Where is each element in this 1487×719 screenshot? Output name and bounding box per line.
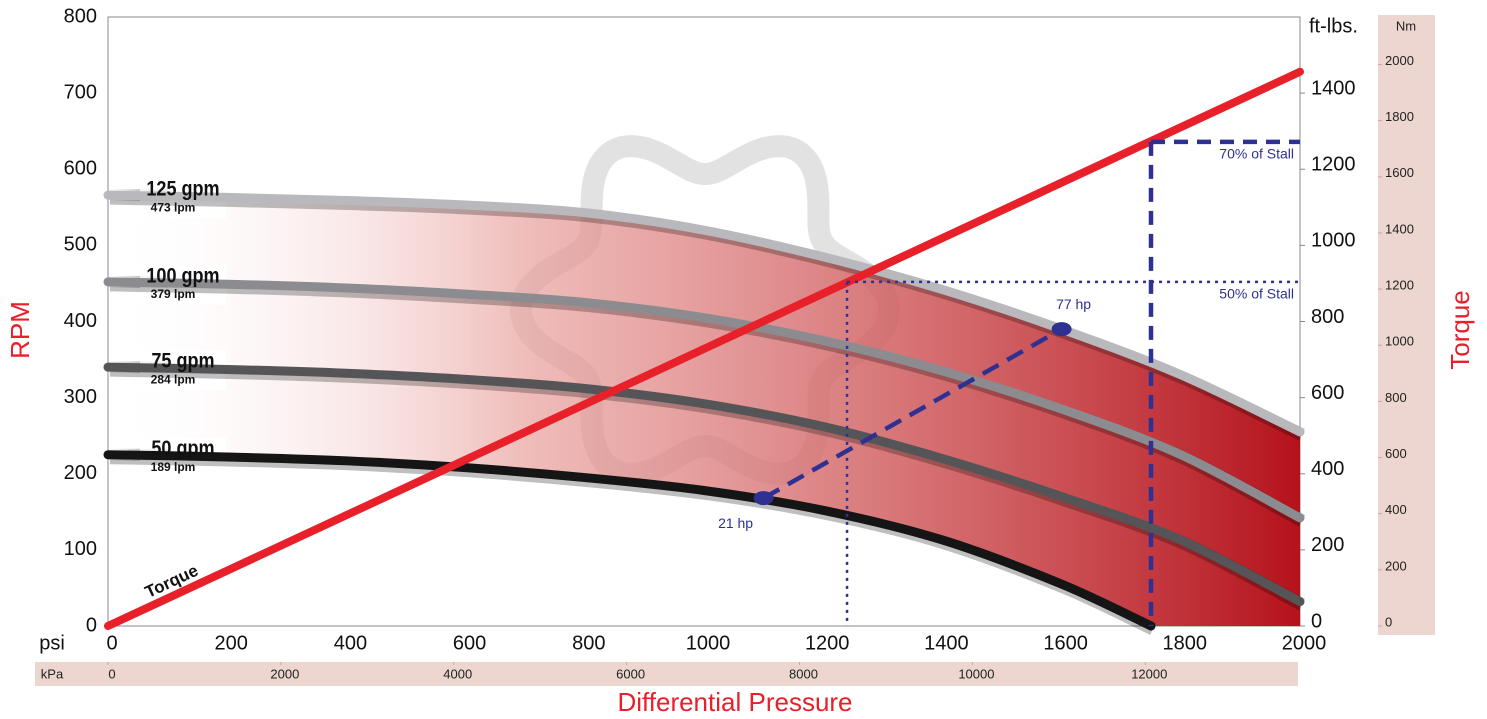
x-tick-label: 1200 bbox=[805, 632, 850, 654]
y3-tick-label: 0 bbox=[1385, 614, 1392, 629]
y2-tick-label: 600 bbox=[1311, 382, 1344, 404]
x2-tick-label: 4000 bbox=[443, 666, 472, 681]
reference-label: 70% of Stall bbox=[1219, 146, 1294, 162]
x-tick-label: 600 bbox=[453, 632, 486, 654]
series-label: 100 gpm bbox=[146, 264, 219, 288]
x2-tick-label: 6000 bbox=[616, 666, 645, 681]
x-tick-label: 1800 bbox=[1163, 632, 1208, 654]
series-label: 125 gpm bbox=[146, 177, 219, 201]
series-sublabel: 189 lpm bbox=[151, 460, 196, 474]
x-tick-label: 1000 bbox=[686, 632, 731, 654]
y3-tick-label: 1200 bbox=[1385, 278, 1414, 293]
y2-tick-label: 0 bbox=[1311, 610, 1322, 632]
x2-unit: kPa bbox=[41, 666, 64, 681]
x-tick-label: 2000 bbox=[1282, 632, 1327, 654]
y-tick-label: 700 bbox=[64, 81, 97, 103]
power-line bbox=[762, 327, 1063, 501]
x-tick-label: 1400 bbox=[924, 632, 969, 654]
series-line bbox=[103, 277, 1305, 523]
power-point bbox=[753, 491, 774, 506]
y3-tick-label: 400 bbox=[1385, 502, 1407, 517]
y3-tick-label: 1600 bbox=[1385, 165, 1414, 180]
x-unit: psi bbox=[39, 632, 65, 654]
y-tick-label: 600 bbox=[64, 158, 97, 180]
x-axis-label: Differential Pressure bbox=[617, 687, 852, 717]
x2-tick-label: 10000 bbox=[958, 666, 994, 681]
y-tick-label: 0 bbox=[86, 614, 97, 636]
series-line bbox=[104, 67, 1304, 630]
x2-tick-label: 2000 bbox=[270, 666, 299, 681]
x2-tick-label: 0 bbox=[108, 666, 115, 681]
x2-tick-label: 12000 bbox=[1131, 666, 1167, 681]
series-sublabel: 284 lpm bbox=[151, 372, 196, 386]
y3-tick-label: 600 bbox=[1385, 446, 1407, 461]
series-line bbox=[103, 190, 1305, 437]
y-tick-label: 400 bbox=[64, 310, 97, 332]
x-tick-label: 200 bbox=[215, 632, 248, 654]
y-axis-label: RPM bbox=[5, 301, 35, 359]
y-tick-label: 200 bbox=[64, 462, 97, 484]
power-point bbox=[1051, 322, 1072, 337]
y2-axis-label: Torque bbox=[1445, 290, 1475, 370]
x-tick-label: 0 bbox=[106, 632, 117, 654]
y3-tick-label: 200 bbox=[1385, 558, 1407, 573]
y3-unit: Nm bbox=[1396, 18, 1416, 33]
x-tick-label: 1600 bbox=[1043, 632, 1088, 654]
kpa-axis-band bbox=[35, 662, 1298, 686]
y2-tick-label: 1000 bbox=[1311, 230, 1356, 252]
power-label: 21 hp bbox=[718, 515, 753, 531]
y2-tick-label: 1400 bbox=[1311, 77, 1356, 99]
series-sublabel: 473 lpm bbox=[151, 200, 196, 214]
reference-label: 50% of Stall bbox=[1219, 286, 1294, 302]
series-line bbox=[103, 450, 1156, 631]
power-label: 77 hp bbox=[1056, 296, 1091, 312]
series-label: 75 gpm bbox=[151, 349, 214, 373]
x-tick-label: 400 bbox=[334, 632, 367, 654]
series-sublabel: 379 lpm bbox=[151, 287, 196, 301]
y3-tick-label: 2000 bbox=[1385, 53, 1414, 68]
y-tick-label: 100 bbox=[64, 538, 97, 560]
y-tick-label: 800 bbox=[64, 5, 97, 27]
series-line bbox=[103, 362, 1305, 607]
y2-tick-label: 400 bbox=[1311, 458, 1344, 480]
x-tick-label: 800 bbox=[572, 632, 605, 654]
y2-unit: ft-lbs. bbox=[1309, 15, 1358, 37]
series-label: 50 gpm bbox=[151, 437, 214, 461]
x2-tick-label: 8000 bbox=[789, 666, 818, 681]
y2-tick-label: 1200 bbox=[1311, 154, 1356, 176]
shaded-region bbox=[108, 195, 1300, 626]
y3-tick-label: 1400 bbox=[1385, 221, 1414, 236]
y-tick-label: 300 bbox=[64, 386, 97, 408]
nm-axis-band bbox=[1378, 15, 1435, 635]
y3-tick-label: 1000 bbox=[1385, 334, 1414, 349]
y3-tick-label: 800 bbox=[1385, 390, 1407, 405]
y2-tick-label: 800 bbox=[1311, 306, 1344, 328]
y2-tick-label: 200 bbox=[1311, 534, 1344, 556]
y3-tick-label: 1800 bbox=[1385, 109, 1414, 124]
y-tick-label: 500 bbox=[64, 234, 97, 256]
